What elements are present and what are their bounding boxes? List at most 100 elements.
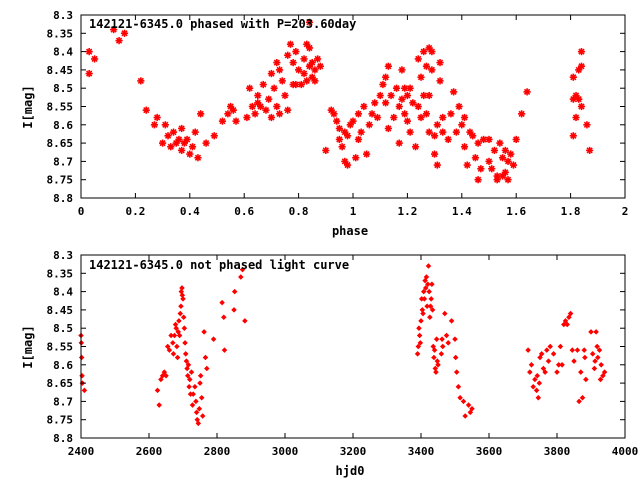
phased-data-points — [85, 18, 594, 184]
data-point — [471, 154, 480, 162]
data-point — [305, 18, 314, 26]
data-point — [229, 106, 237, 114]
data-point — [429, 281, 435, 288]
data-point — [490, 146, 499, 155]
data-point — [460, 143, 469, 151]
data-point — [294, 66, 303, 74]
x-tick-label: 0.2 — [125, 205, 145, 218]
data-point — [275, 66, 284, 74]
data-point — [425, 91, 433, 100]
data-point — [384, 62, 392, 70]
data-point — [545, 358, 552, 364]
data-point — [286, 40, 295, 48]
data-point — [248, 102, 256, 111]
data-point — [460, 113, 469, 122]
unphased-light-curve-panel: 2400 2600 2800 3000 3200 3400 3600 3800 4000 8.3 8… — [21, 249, 638, 478]
data-point — [395, 102, 403, 111]
data-point — [196, 405, 203, 412]
data-point — [137, 77, 145, 85]
data-point — [429, 307, 436, 313]
data-point — [452, 336, 458, 342]
data-point — [178, 124, 186, 133]
data-point — [267, 113, 276, 122]
y-tick-label: 8.5 — [53, 82, 73, 95]
data-point — [289, 58, 297, 67]
data-point — [189, 402, 196, 408]
data-point — [417, 340, 424, 346]
data-point — [142, 106, 150, 114]
data-point — [300, 69, 308, 78]
data-point — [421, 296, 428, 302]
data-point — [583, 121, 591, 129]
chart-title: 142121-6345.0 not phased light curve — [89, 258, 349, 272]
data-point — [535, 394, 542, 401]
x-tick-label: 0.8 — [289, 205, 309, 218]
data-point — [403, 117, 412, 125]
data-point — [527, 369, 533, 375]
data-point — [435, 362, 441, 368]
data-point — [231, 288, 238, 295]
data-point — [577, 102, 586, 111]
data-point — [292, 47, 300, 56]
x-tick-label: 2600 — [136, 445, 163, 458]
data-point — [186, 150, 194, 158]
data-point — [401, 110, 409, 118]
data-point — [530, 383, 536, 390]
data-point — [373, 113, 382, 122]
data-point — [376, 91, 384, 100]
y-tick-label: 8.35 — [47, 267, 74, 280]
data-point — [154, 387, 161, 394]
y-tick-label: 8.6 — [53, 119, 73, 132]
data-point — [469, 132, 477, 140]
x-tick-label: 0.4 — [180, 205, 200, 218]
data-point — [589, 351, 596, 357]
data-point — [81, 387, 88, 394]
data-point — [204, 365, 210, 372]
data-point — [153, 113, 161, 122]
data-point — [569, 132, 577, 140]
data-point — [270, 84, 278, 92]
data-point — [265, 95, 273, 103]
data-point — [496, 139, 504, 147]
data-point — [175, 135, 183, 144]
data-point — [452, 354, 459, 361]
data-point — [536, 380, 543, 386]
data-point — [360, 102, 368, 111]
data-point — [438, 351, 445, 357]
data-point — [198, 394, 205, 401]
data-point — [197, 373, 204, 379]
data-point — [85, 69, 93, 78]
data-point — [311, 77, 319, 85]
x-tick-label: 2 — [622, 205, 629, 218]
data-point — [581, 347, 587, 353]
data-point — [382, 73, 390, 81]
data-point — [362, 150, 371, 158]
data-point — [574, 347, 581, 353]
data-point — [171, 332, 178, 339]
data-point — [582, 354, 588, 361]
y-tick-label: 8.45 — [47, 304, 74, 317]
data-point — [335, 135, 344, 144]
data-point — [463, 161, 471, 169]
y-tick-label: 8.6 — [53, 359, 73, 372]
data-point — [188, 369, 195, 375]
data-point — [163, 373, 169, 379]
data-point — [601, 369, 608, 375]
data-point — [176, 318, 182, 324]
data-point — [436, 77, 444, 85]
data-point — [166, 347, 173, 353]
data-point — [110, 26, 118, 34]
data-point — [567, 310, 574, 317]
data-point — [507, 150, 515, 158]
data-point — [430, 150, 439, 158]
data-point — [197, 380, 203, 386]
data-point — [595, 354, 601, 361]
data-point — [167, 143, 175, 151]
data-point — [365, 121, 373, 129]
data-point — [593, 329, 599, 335]
data-point — [219, 299, 225, 306]
data-point — [221, 347, 228, 353]
data-point — [181, 325, 188, 331]
data-point — [427, 314, 433, 320]
data-point — [300, 55, 308, 63]
